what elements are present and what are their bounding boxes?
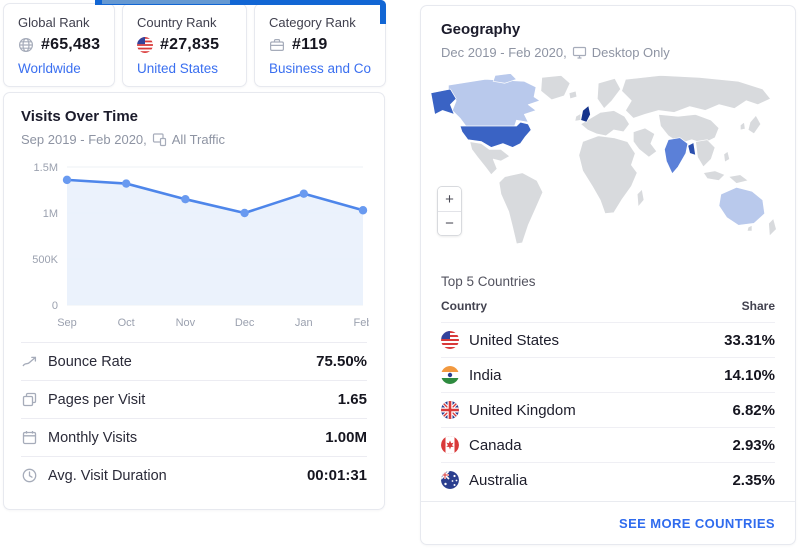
country-share: 2.35% — [732, 471, 775, 489]
world-map[interactable]: + − — [427, 68, 789, 260]
world-map-svg[interactable] — [427, 68, 789, 260]
svg-text:Sep: Sep — [57, 317, 77, 329]
pages-icon — [21, 391, 38, 408]
svg-text:1.5M: 1.5M — [34, 162, 58, 174]
map-zoom-control: + − — [437, 186, 462, 236]
monthly-visits-label: Monthly Visits — [48, 429, 138, 446]
table-row-united-states: United States 33.31% — [441, 322, 775, 357]
global-rank-value: #65,483 — [41, 36, 101, 53]
pages-per-visit-label: Pages per Visit — [48, 391, 146, 408]
country-name: United Kingdom — [469, 401, 576, 419]
desktop-monitor-icon — [572, 45, 587, 60]
country-name: India — [469, 366, 502, 384]
geography-footer: SEE MORE COUNTRIES — [421, 501, 795, 544]
svg-text:Nov: Nov — [176, 317, 196, 329]
country-name: Canada — [469, 436, 522, 454]
svg-text:0: 0 — [52, 300, 58, 312]
geography-date-range: Dec 2019 - Feb 2020, — [441, 45, 567, 60]
briefcase-icon — [269, 37, 285, 53]
worldwide-link[interactable]: Worldwide — [18, 61, 81, 76]
category-rank-card: Category Rank #119 Business and Co... — [254, 3, 386, 87]
table-row-australia: Australia 2.35% — [441, 462, 775, 497]
globe-icon — [18, 37, 34, 53]
cropped-highlight-bar — [95, 0, 386, 5]
visits-card-subtitle: Sep 2019 - Feb 2020, All Traffic — [21, 132, 367, 147]
desktop-only-label: Desktop Only — [591, 45, 670, 60]
country-share: 33.31% — [724, 331, 775, 349]
visits-over-time-card: Visits Over Time Sep 2019 - Feb 2020, Al… — [3, 92, 385, 510]
us-flag-icon — [441, 331, 459, 349]
svg-text:Feb: Feb — [354, 317, 369, 329]
category-rank-label: Category Rank — [269, 15, 356, 30]
canada-flag-icon — [441, 436, 459, 454]
uk-flag-icon — [441, 401, 459, 419]
country-share: 2.93% — [732, 436, 775, 454]
australia-flag-icon — [441, 471, 459, 489]
all-traffic-devices-icon — [152, 132, 167, 147]
cropped-highlight-bar-right — [380, 0, 386, 24]
bounce-rate-icon — [21, 353, 38, 370]
table-row-canada: Canada 2.93% — [441, 427, 775, 462]
monthly-visits-row: Monthly Visits 1.00M — [21, 418, 367, 456]
global-rank-card: Global Rank #65,483 Worldwide — [3, 3, 115, 87]
pages-per-visit-row: Pages per Visit 1.65 — [21, 380, 367, 418]
cropped-highlight-bar-light — [102, 0, 230, 4]
rank-cards-row: Global Rank #65,483 Worldwide Country Ra… — [3, 3, 386, 87]
table-row-india: India 14.10% — [441, 357, 775, 392]
country-name: United States — [469, 331, 560, 349]
country-rank-card: Country Rank #27,835 United States — [122, 3, 247, 87]
pages-per-visit-value: 1.65 — [337, 391, 367, 408]
see-more-countries-link[interactable]: SEE MORE COUNTRIES — [619, 515, 775, 531]
india-flag-icon — [441, 366, 459, 384]
svg-text:1M: 1M — [43, 208, 58, 220]
top-countries-title: Top 5 Countries — [441, 274, 536, 289]
avg-visit-duration-value: 00:01:31 — [306, 467, 367, 484]
svg-text:Jan: Jan — [295, 317, 313, 329]
table-row-united-kingdom: United Kingdom 6.82% — [441, 392, 775, 427]
country-share: 6.82% — [732, 401, 775, 419]
geography-card: Geography Dec 2019 - Feb 2020, Desktop O… — [420, 5, 796, 545]
all-traffic-label: All Traffic — [171, 132, 225, 147]
metrics-list: Bounce Rate 75.50% Pages per Visit 1.65 — [21, 342, 367, 494]
bounce-rate-label: Bounce Rate — [48, 353, 132, 370]
bounce-rate-row: Bounce Rate 75.50% — [21, 342, 367, 380]
country-share: 14.10% — [724, 366, 775, 384]
country-column-header: Country — [441, 299, 487, 313]
zoom-in-button[interactable]: + — [438, 187, 461, 211]
global-rank-label: Global Rank — [18, 15, 90, 30]
visits-card-title: Visits Over Time — [21, 108, 139, 125]
svg-text:Oct: Oct — [118, 317, 135, 329]
svg-text:500K: 500K — [32, 254, 58, 266]
svg-text:Dec: Dec — [235, 317, 255, 329]
clock-icon — [21, 467, 38, 484]
top-countries-table: Top 5 Countries Country Share United Sta… — [421, 260, 795, 497]
country-rank-label: Country Rank — [137, 15, 217, 30]
bounce-rate-value: 75.50% — [316, 353, 367, 370]
category-link[interactable]: Business and Co... — [269, 61, 371, 76]
visits-chart[interactable]: 1.5M 1M 500K 0 Sep Oct Nov Dec Jan Feb — [21, 155, 372, 340]
visits-date-range: Sep 2019 - Feb 2020, — [21, 132, 147, 147]
geography-subtitle: Dec 2019 - Feb 2020, Desktop Only — [441, 45, 775, 60]
calendar-icon — [21, 429, 38, 446]
country-name: Australia — [469, 471, 528, 489]
category-rank-value: #119 — [292, 36, 328, 53]
zoom-out-button[interactable]: − — [438, 211, 461, 235]
geography-title: Geography — [441, 21, 521, 38]
avg-visit-duration-row: Avg. Visit Duration 00:01:31 — [21, 456, 367, 494]
us-flag-icon — [137, 37, 153, 53]
country-link[interactable]: United States — [137, 61, 219, 76]
country-rank-value: #27,835 — [160, 36, 220, 53]
monthly-visits-value: 1.00M — [325, 429, 367, 446]
avg-visit-duration-label: Avg. Visit Duration — [48, 467, 167, 484]
share-column-header: Share — [741, 299, 775, 313]
